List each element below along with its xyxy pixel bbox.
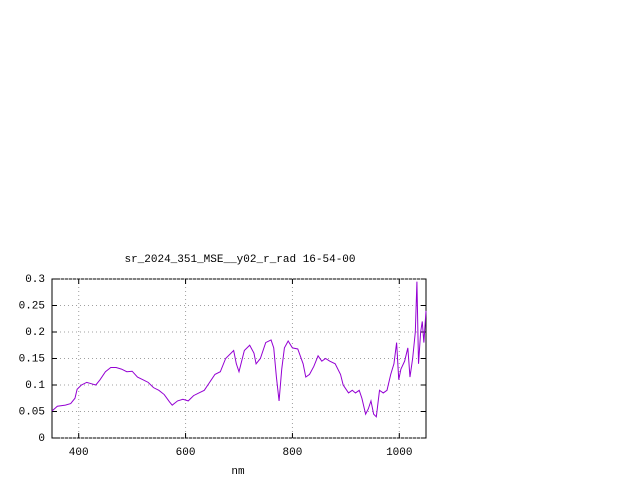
y-tick-label: 0.3 bbox=[25, 274, 45, 286]
x-tick-label: 800 bbox=[283, 447, 303, 459]
y-tick-label: 0.05 bbox=[19, 406, 45, 418]
x-axis-label: nm bbox=[231, 466, 245, 478]
x-tick-label: 400 bbox=[69, 447, 89, 459]
x-tick-label: 1000 bbox=[386, 447, 412, 459]
y-tick-label: 0 bbox=[38, 433, 45, 445]
y-tick-label: 0.1 bbox=[25, 380, 45, 392]
y-tick-label: 0.25 bbox=[19, 300, 45, 312]
y-tick-label: 0.2 bbox=[25, 327, 45, 339]
x-tick-label: 600 bbox=[176, 447, 196, 459]
data-line bbox=[51, 281, 427, 418]
y-tick-label: 0.15 bbox=[19, 353, 45, 365]
chart-title: sr_2024_351_MSE__y02_r_rad 16-54-00 bbox=[124, 254, 355, 266]
